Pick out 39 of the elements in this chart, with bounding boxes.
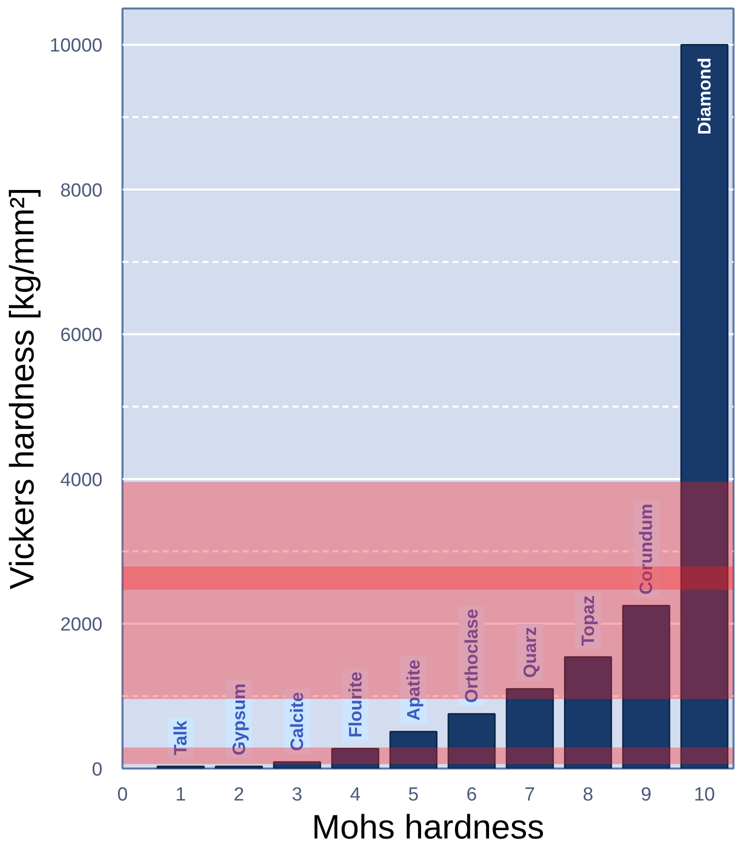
annotation: Topaz bbox=[578, 595, 598, 646]
x-tick-label: 5 bbox=[408, 784, 419, 806]
annotation: Gypsum bbox=[228, 683, 249, 756]
bar bbox=[389, 730, 438, 768]
x-tick-label: 7 bbox=[524, 784, 536, 806]
y-tick-label: 8000 bbox=[60, 180, 103, 202]
bar bbox=[214, 766, 263, 768]
x-axis-title: Mohs hardness bbox=[312, 808, 544, 846]
annotation: Diamond bbox=[694, 58, 714, 135]
bar bbox=[331, 748, 380, 768]
y-tick-label: 4000 bbox=[60, 470, 103, 491]
x-tick-label: 3 bbox=[292, 784, 302, 806]
bar bbox=[273, 761, 322, 768]
annotation: Quarz bbox=[520, 626, 540, 678]
y-tick-label: 2000 bbox=[60, 614, 103, 636]
x-tick-label: 2 bbox=[234, 784, 244, 806]
annotation: Apatite bbox=[403, 660, 424, 721]
x-tick-label: 10 bbox=[694, 784, 715, 806]
annotation: Orthoclase bbox=[462, 608, 482, 703]
x-tick-label: 0 bbox=[117, 784, 128, 806]
bar bbox=[680, 44, 728, 768]
y-axis-title: Vickers hardness [kg/mm²] bbox=[4, 188, 42, 590]
x-tick-label: 4 bbox=[350, 784, 361, 806]
x-tick-label: 8 bbox=[582, 784, 594, 806]
bar bbox=[564, 656, 612, 768]
annotation: Talk bbox=[170, 720, 191, 756]
bar bbox=[448, 713, 496, 768]
bar bbox=[506, 688, 554, 768]
x-tick-label: 9 bbox=[640, 784, 652, 806]
x-tick-label: 1 bbox=[175, 784, 186, 806]
annotation: Flourite bbox=[345, 672, 366, 738]
y-tick-label: 10000 bbox=[50, 36, 103, 57]
bar bbox=[622, 604, 670, 768]
bar bbox=[156, 766, 205, 768]
annotation: Calcite bbox=[287, 692, 308, 751]
x-tick-label: 6 bbox=[466, 784, 477, 806]
y-tick-label: 6000 bbox=[60, 325, 103, 346]
annotation: Corundum bbox=[636, 504, 656, 595]
y-tick-label: 0 bbox=[92, 760, 103, 780]
